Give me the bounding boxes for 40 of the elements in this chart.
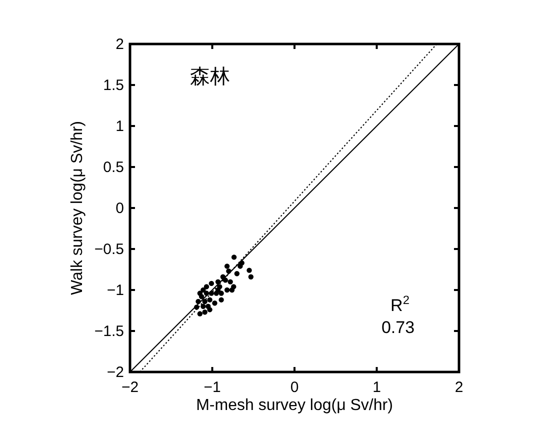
point	[204, 284, 210, 290]
y-tick-label: −2	[106, 364, 124, 381]
point	[200, 287, 206, 293]
point	[224, 264, 230, 269]
point	[218, 290, 224, 296]
y-tick-label: −0.5	[94, 241, 124, 258]
y-tick-label: 1	[116, 118, 124, 135]
point	[197, 311, 203, 316]
y-tick-label: −1	[106, 282, 124, 299]
x-axis-title: M-mesh survey log(μ Sv/hr)	[196, 397, 393, 414]
point	[202, 310, 208, 315]
annotation: 0.73	[381, 318, 415, 337]
x-tick-label: 2	[454, 379, 464, 396]
point	[234, 271, 240, 276]
point	[207, 297, 212, 302]
point	[215, 287, 221, 293]
annotation: 森林	[190, 66, 230, 88]
y-tick-label: 1.5	[103, 77, 124, 94]
y-tick-label: 0	[116, 200, 124, 217]
point	[248, 274, 254, 280]
point	[208, 280, 214, 286]
annotation: R$^{2}$	[390, 293, 410, 315]
point	[218, 297, 224, 302]
x-tick-label: 1	[372, 379, 381, 396]
y-axis-title: Walk survey log(μ Sv/hr)	[69, 121, 86, 295]
point	[200, 304, 206, 309]
y-tick-label: 2	[116, 36, 124, 53]
y-tick-label: −1.5	[94, 323, 124, 340]
point	[246, 268, 252, 273]
x-tick-label: 0	[290, 379, 299, 396]
y-tick-label: 0.5	[103, 159, 124, 176]
point	[206, 304, 211, 309]
point	[212, 300, 218, 306]
point	[228, 279, 233, 284]
point	[224, 287, 230, 293]
point	[229, 287, 235, 293]
point	[197, 290, 203, 296]
x-tick-label: −1	[204, 379, 221, 396]
point	[231, 254, 237, 260]
point	[238, 264, 243, 269]
